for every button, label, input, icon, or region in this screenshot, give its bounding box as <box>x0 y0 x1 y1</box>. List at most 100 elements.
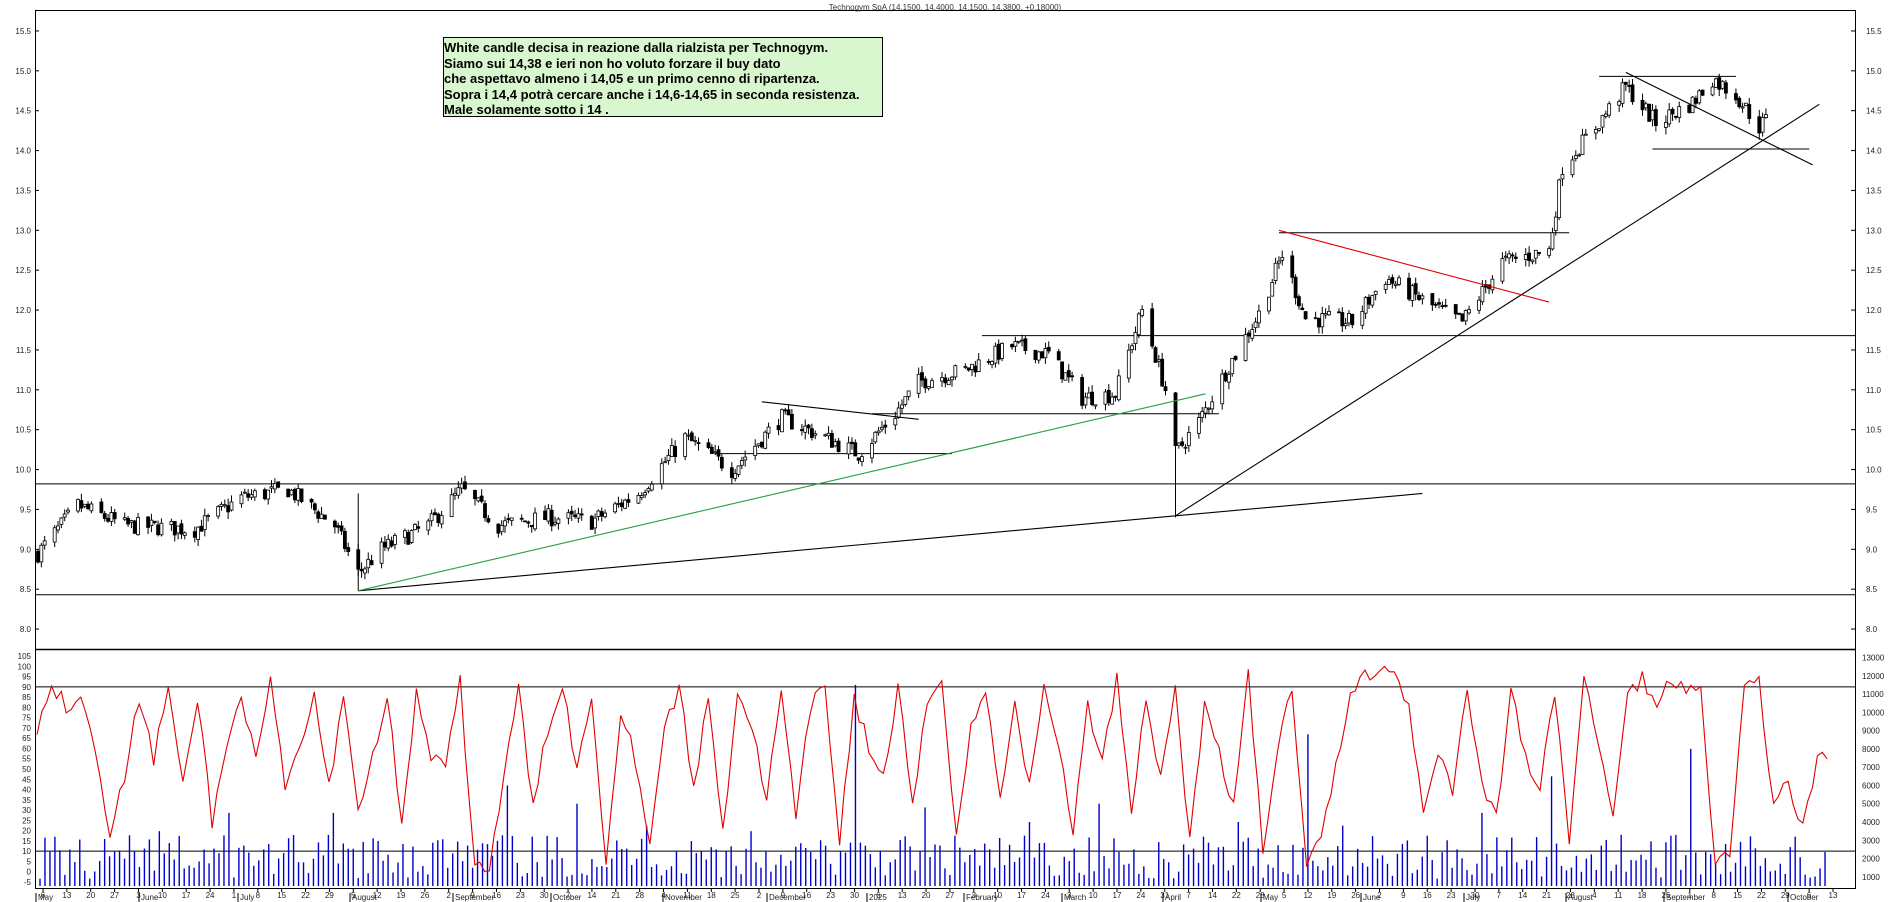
candle <box>689 430 694 442</box>
candle <box>126 516 130 527</box>
candle <box>1303 311 1308 321</box>
candle <box>996 339 1001 365</box>
candle <box>1553 211 1558 236</box>
price-tick-label: 11.0 <box>16 386 32 395</box>
price-tick-label: 12.0 <box>15 306 31 315</box>
candle <box>1440 301 1445 309</box>
candle <box>286 488 291 498</box>
candle <box>1557 178 1562 221</box>
candle <box>56 520 60 534</box>
stochastic-tick-label: 100 <box>18 662 32 671</box>
date-tick-label: 26 <box>1351 891 1360 900</box>
candle <box>339 521 344 536</box>
date-tick-label: 7 <box>1497 891 1502 900</box>
trendline <box>1278 229 1550 303</box>
candle <box>1457 312 1461 316</box>
candle <box>853 439 858 457</box>
stochastic-tick-label: 95 <box>22 673 31 682</box>
candle <box>613 501 617 514</box>
candle <box>503 516 507 533</box>
price-tick-label: 12.5 <box>1866 266 1882 275</box>
stochastic-tick-label: -5 <box>24 878 32 887</box>
candle <box>1500 252 1505 284</box>
candle <box>1483 280 1488 294</box>
candle <box>733 469 738 482</box>
candle <box>616 496 621 508</box>
candle <box>1490 275 1495 294</box>
candle <box>526 520 531 528</box>
note-line: Male solamente sotto i 14 . <box>444 102 609 117</box>
date-tick-label: 14 <box>587 891 596 900</box>
volume-tick-label: 1000 <box>1862 873 1880 882</box>
candle <box>1257 304 1261 329</box>
candle <box>1040 351 1044 359</box>
candle <box>856 457 861 464</box>
date-tick-label: 30 <box>540 891 549 900</box>
candle <box>426 518 431 536</box>
month-label: 2025 <box>869 893 887 902</box>
candle <box>1477 296 1481 314</box>
price-axis-left: 8.0 8.5 9.0 9.5 10.0 10.5 11.0 11.5 12.0 12.5 13.0… <box>15 27 39 634</box>
stochastic-tick-label: 30 <box>22 806 31 815</box>
candle <box>146 516 150 535</box>
price-tick-label: 10.5 <box>1866 426 1882 435</box>
candle <box>926 385 931 391</box>
month-label: December <box>769 893 806 902</box>
price-tick-label: 10.0 <box>15 466 31 475</box>
candle <box>593 513 597 535</box>
candle <box>830 429 834 448</box>
candle <box>1443 298 1448 308</box>
candle <box>1390 274 1395 289</box>
date-tick-label: 16 <box>802 891 811 900</box>
candle <box>1090 385 1095 407</box>
date-tick-label: 24 <box>206 891 215 900</box>
candle <box>1317 317 1321 334</box>
candle <box>169 518 174 531</box>
month-label: April <box>1165 893 1181 902</box>
candle <box>1176 442 1181 449</box>
candle <box>202 508 207 537</box>
stochastic-tick-label: 25 <box>22 816 31 825</box>
price-tick-label: 15.5 <box>15 27 31 36</box>
candle <box>342 527 347 553</box>
candle <box>673 440 678 464</box>
candle <box>850 437 854 450</box>
oscillator-panel-frame <box>35 649 1856 889</box>
trendlines <box>358 71 1820 592</box>
candle <box>1430 293 1435 311</box>
candle <box>1327 305 1331 316</box>
candle <box>1600 114 1605 134</box>
candle <box>1063 372 1068 381</box>
candle <box>1023 336 1028 355</box>
candle <box>1467 305 1471 315</box>
candle <box>86 501 90 511</box>
candle <box>1533 249 1538 265</box>
stochastic-tick-label: 45 <box>22 775 31 784</box>
candle <box>109 506 114 526</box>
candle <box>806 423 811 435</box>
price-tick-label: 13.5 <box>15 186 31 195</box>
candle <box>576 507 581 523</box>
candle <box>950 375 954 387</box>
candle <box>1387 275 1391 285</box>
candle <box>1136 311 1141 339</box>
candle <box>1036 350 1041 364</box>
candle <box>779 408 784 433</box>
candle <box>639 492 644 501</box>
candle <box>206 513 211 522</box>
candle <box>1290 250 1295 284</box>
candle <box>1033 349 1038 364</box>
candle <box>1607 101 1612 119</box>
date-tick-label: 14 <box>1208 891 1217 900</box>
candle <box>1186 425 1191 452</box>
candle <box>803 419 808 440</box>
month-label: February <box>966 893 998 902</box>
candle <box>963 363 968 369</box>
price-tick-label: 15.0 <box>1866 67 1882 76</box>
candle <box>1116 369 1121 402</box>
candle <box>1573 150 1578 162</box>
candle <box>1717 73 1722 97</box>
date-tick-label: 3 <box>1067 891 1072 900</box>
candle <box>1156 354 1161 368</box>
date-tick-label: 21 <box>611 891 620 900</box>
